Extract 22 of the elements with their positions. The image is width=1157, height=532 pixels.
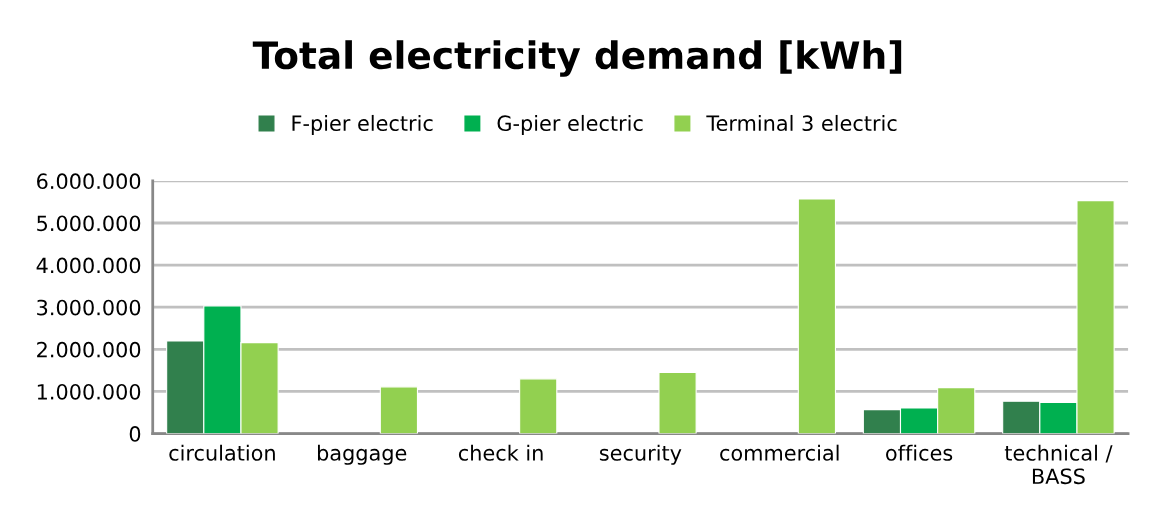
bar	[519, 378, 558, 434]
x-tick-label: circulation	[169, 444, 275, 461]
x-tick-label: offices	[886, 444, 953, 461]
y-tick-label: 4.000.000	[36, 257, 141, 274]
y-tick-label: 5.000.000	[37, 215, 141, 232]
y-tick-label: 6.000.000	[37, 173, 141, 190]
y-tick-label: 3.000.000	[37, 299, 141, 316]
bar	[658, 371, 697, 434]
legend-label: Terminal 3 electric	[706, 114, 897, 132]
x-tick-label: check in	[458, 444, 543, 461]
y-tick-label: 0	[129, 426, 141, 442]
y-tick-label: 1.000.000	[37, 383, 141, 400]
bar	[379, 386, 419, 434]
legend-label: F-pier electric	[292, 114, 433, 136]
x-tick-label: technical / BASS	[1004, 444, 1113, 485]
bar	[797, 198, 837, 434]
x-tick-label: commercial	[720, 444, 839, 461]
x-tick-label: security	[599, 444, 682, 465]
y-tick-label: 2.000.000	[37, 341, 141, 358]
chart-title: Total electricity demand [kWh]	[252, 40, 902, 77]
x-tick-label: baggage	[317, 444, 407, 465]
legend-label: G-pier electric	[497, 114, 643, 136]
